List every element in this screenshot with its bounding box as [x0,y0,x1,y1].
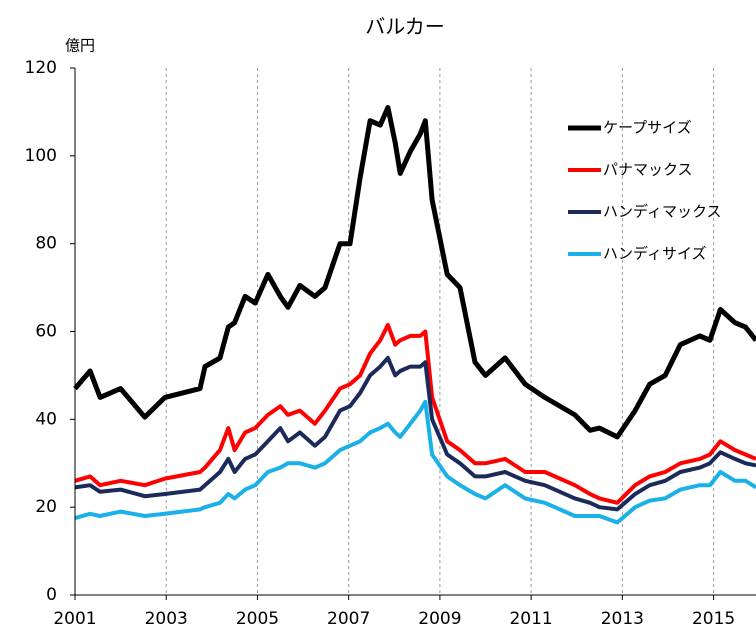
y-tick-label: 40 [35,409,57,429]
x-tick-label: 2013 [601,609,644,629]
y-axis-unit: 億円 [65,37,95,55]
chart-title: バルカー [365,15,444,39]
series-line [74,322,756,505]
legend-label: パナマックス [603,161,693,179]
lines [73,105,756,525]
x-tick-label: 2005 [236,609,279,629]
y-tick-label: 60 [35,322,57,342]
series-line [74,355,756,512]
series-line [73,105,756,440]
series-line [74,399,756,525]
x-tick-label: 2015 [692,609,735,629]
y-tick-label: 0 [46,585,57,605]
x-tick-label: 2009 [418,609,461,629]
legend-label: ケープサイズ [603,119,692,137]
x-tick-label: 2001 [53,609,96,629]
y-tick-label: 100 [25,146,57,166]
x-tick-label: 2003 [145,609,188,629]
x-tick-label: 2007 [327,609,370,629]
y-tick-label: 120 [25,58,57,78]
y-tick-label: 20 [35,497,57,517]
y-tick-label: 80 [35,234,57,254]
x-tick-label: 2011 [509,609,552,629]
legend-label: ハンディサイズ [603,245,707,263]
axes: 0 20 40 60 80 100 120 2001 2003 2005 2007 2009 2011 2… [25,58,756,629]
legend-label: ハンディマックス [603,203,722,221]
